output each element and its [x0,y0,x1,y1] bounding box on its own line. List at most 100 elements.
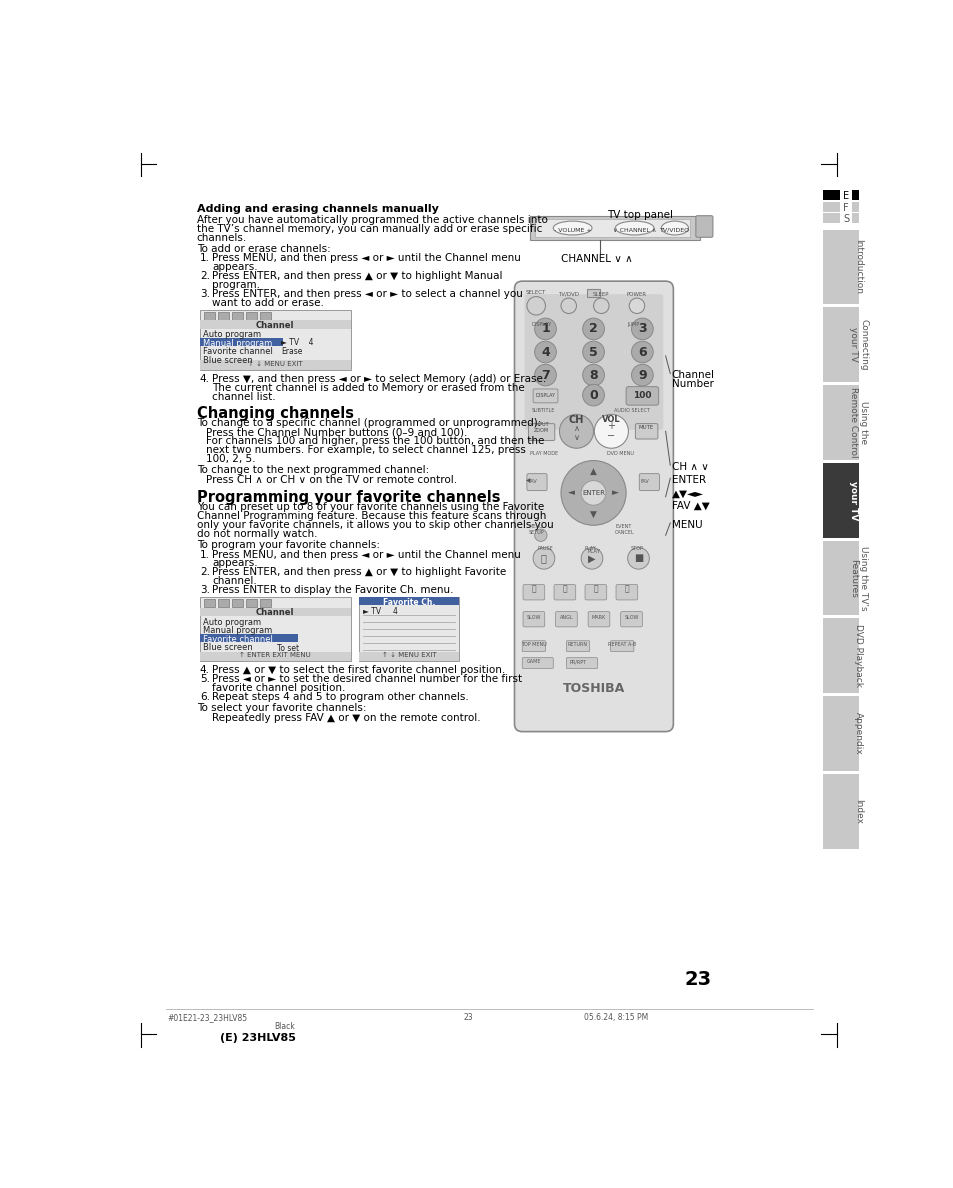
Text: 3.: 3. [199,289,210,299]
Text: ⏩: ⏩ [593,584,598,594]
Text: PLAY: PLAY [586,549,599,554]
Circle shape [560,461,625,525]
Text: ENTER: ENTER [581,489,604,495]
Circle shape [534,365,556,386]
Text: ENTER: ENTER [671,475,705,485]
Text: ◄: ◄ [568,488,575,498]
Circle shape [534,529,546,542]
Text: (E) 23HLV85: (E) 23HLV85 [220,1032,295,1043]
Text: ⏮: ⏮ [531,584,536,594]
Text: Manual program: Manual program [203,339,272,348]
FancyBboxPatch shape [526,474,546,491]
Text: 2: 2 [589,322,598,335]
Bar [199,321,351,329]
Text: Press CH ∧ or CH ∨ on the TV or remote control.: Press CH ∧ or CH ∨ on the TV or remote c… [206,475,456,485]
Text: ⏭: ⏭ [624,584,629,594]
Text: DISPLAY: DISPLAY [531,322,551,327]
Bar [822,202,840,211]
FancyBboxPatch shape [566,658,597,669]
FancyBboxPatch shape [616,584,637,600]
Text: To program your favorite channels:: To program your favorite channels: [196,539,379,550]
Circle shape [582,365,604,386]
Circle shape [580,481,605,505]
Text: 5.: 5. [199,675,210,684]
Text: Press ▲ or ▼ to select the first favorite channel position.: Press ▲ or ▼ to select the first favorit… [212,665,505,676]
Text: ∨: ∨ [573,432,579,442]
Text: Using the
Remote Control: Using the Remote Control [848,387,867,457]
Text: Press ▼, and then press ◄ or ► to select Memory (add) or Erase.: Press ▼, and then press ◄ or ► to select… [212,374,546,385]
Text: Auto program: Auto program [203,618,261,626]
Text: SELECT: SELECT [525,290,546,295]
Text: PAUSE: PAUSE [537,546,553,551]
Text: Blue screen: Blue screen [203,356,253,365]
Ellipse shape [553,221,592,235]
Text: TV top panel: TV top panel [607,209,673,220]
Text: channels.: channels. [196,233,247,242]
Text: Index: Index [853,798,862,823]
Text: ↑ ↓ MENU EXIT: ↑ ↓ MENU EXIT [248,361,302,367]
Bar [358,651,459,661]
FancyBboxPatch shape [584,584,606,600]
Text: 100: 100 [633,391,651,399]
Text: Blue screen: Blue screen [203,643,253,652]
Circle shape [526,297,545,315]
Text: 100, 2, 5.: 100, 2, 5. [206,454,255,465]
Text: MENU: MENU [671,520,701,530]
Ellipse shape [615,221,654,235]
Ellipse shape [660,221,688,235]
Text: For channels 100 and higher, press the 100 button, and then the: For channels 100 and higher, press the 1… [206,436,544,447]
Text: 4.: 4. [199,665,210,676]
Text: do not normally watch.: do not normally watch. [196,529,317,538]
Circle shape [629,298,644,314]
Text: 1: 1 [540,322,549,335]
Text: - VOLUME +: - VOLUME + [554,228,591,233]
Text: −: − [607,431,615,441]
Text: TV/VIDEO: TV/VIDEO [659,228,689,233]
Bar [534,219,689,238]
Text: Setting up
your TV: Setting up your TV [848,474,867,527]
FancyBboxPatch shape [521,658,553,669]
FancyBboxPatch shape [524,295,662,430]
Text: DVD MENU: DVD MENU [607,450,634,455]
Bar [587,289,599,297]
Text: SLOW: SLOW [623,615,639,620]
Text: To change to the next programmed channel:: To change to the next programmed channel… [196,466,429,475]
Text: program.: program. [212,280,260,290]
Text: CHANNEL ∨ ∧: CHANNEL ∨ ∧ [560,254,632,264]
Bar [199,634,298,642]
Circle shape [593,298,608,314]
Text: 7: 7 [540,368,549,381]
Text: E: E [842,191,848,201]
Text: Using the TV's
Features: Using the TV's Features [848,545,867,611]
Text: favorite channel position.: favorite channel position. [212,683,345,693]
Bar [822,214,840,223]
Bar [822,190,840,201]
Bar [199,310,351,369]
Bar [822,696,893,771]
Bar [199,360,351,369]
Circle shape [560,298,576,314]
Text: want to add or erase.: want to add or erase. [212,298,324,308]
FancyBboxPatch shape [533,388,558,403]
Text: ■: ■ [633,554,642,563]
Text: ⏸: ⏸ [540,554,546,563]
Text: STOP: STOP [630,546,643,551]
Text: To select your favorite channels:: To select your favorite channels: [196,703,366,713]
Text: Channel: Channel [255,608,294,618]
Text: 3.: 3. [199,584,210,595]
Bar [199,607,351,617]
Text: 05.6.24, 8:15 PM: 05.6.24, 8:15 PM [583,1012,648,1022]
Text: Press ENTER to display the Favorite Ch. menu.: Press ENTER to display the Favorite Ch. … [212,584,454,595]
Text: 3: 3 [638,322,646,335]
Text: Programming your favorite channels: Programming your favorite channels [196,489,499,505]
Text: FAV: FAV [528,479,537,484]
Text: Black: Black [274,1022,294,1031]
Text: Auto program: Auto program [203,330,261,340]
Text: ∨ CHANNEL ∧: ∨ CHANNEL ∧ [612,228,656,233]
Bar [822,463,893,537]
Text: Favorite channel: Favorite channel [203,347,273,356]
Bar [822,541,893,615]
Bar [530,216,700,240]
Text: SUBTITLE: SUBTITLE [531,409,555,413]
Bar [852,214,893,223]
